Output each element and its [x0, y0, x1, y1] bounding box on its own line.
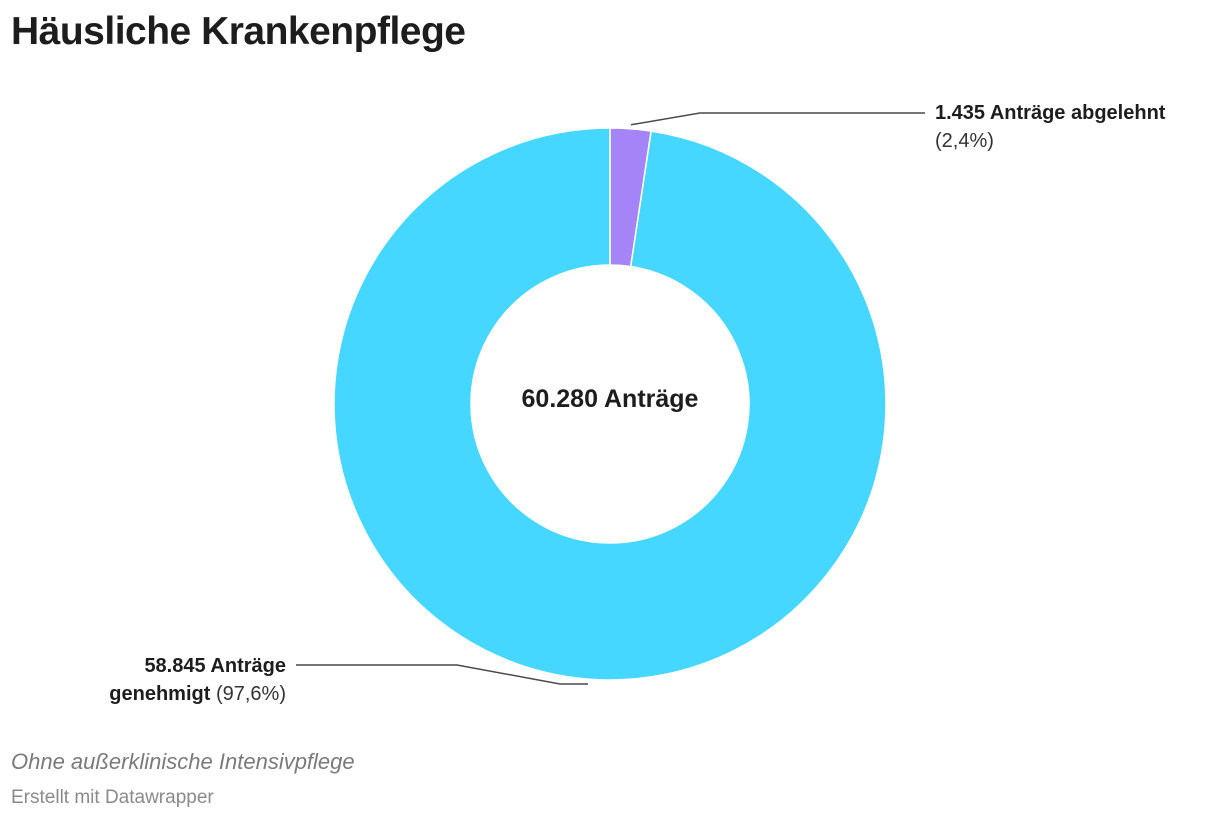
slice-label-abgelehnt-value: 1.435 Anträge abgelehnt: [935, 102, 1166, 124]
leader-line-abgelehnt: [630, 112, 925, 126]
slice-label-genehmigt-status: genehmigt: [109, 683, 211, 705]
leader-line-genehmigt: [296, 664, 588, 685]
donut-slice-genehmigt: [333, 127, 887, 681]
slice-label-genehmigt-percent: (97,6%): [215, 683, 286, 705]
donut-center-label: 60.280 Anträge: [521, 385, 699, 413]
chart-note: Ohne außerklinische Intensivpflege: [11, 749, 355, 774]
chart-title: Häusliche Krankenpflege: [11, 10, 466, 53]
chart-credit: Erstellt mit Datawrapper: [11, 787, 214, 808]
slice-label-genehmigt: 58.845 Anträge genehmigt (97,6%): [40, 652, 286, 708]
slice-label-abgelehnt-percent: (2,4%): [935, 130, 994, 152]
slice-label-genehmigt-value: 58.845 Anträge: [144, 655, 286, 677]
slice-label-abgelehnt: 1.435 Anträge abgelehnt (2,4%): [935, 99, 1215, 155]
